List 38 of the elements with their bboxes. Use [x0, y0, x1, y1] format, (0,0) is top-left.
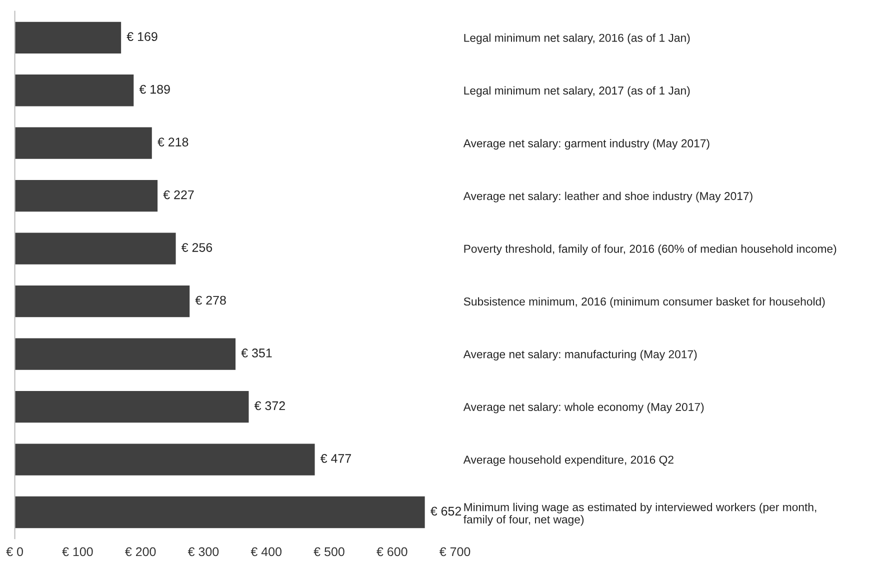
x-tick-label: € 500	[314, 547, 344, 556]
data-label: € 372	[254, 401, 285, 410]
x-tick-label: € 200	[125, 547, 156, 556]
data-label: € 189	[139, 84, 170, 94]
bar	[14, 444, 315, 476]
bar	[14, 127, 152, 159]
data-label: € 278	[195, 296, 226, 305]
x-tick-label: € 100	[62, 547, 93, 556]
bar	[14, 74, 134, 106]
x-tick-label: € 0	[6, 547, 23, 556]
y-tick-label: Average net salary: manufacturing (May 2017)	[463, 350, 697, 361]
y-tick-label: Subsistence minimum, 2016 (minimum consumer basket for household)	[464, 297, 825, 308]
data-label: € 227	[163, 190, 194, 200]
data-label: € 169	[126, 32, 158, 41]
bar	[14, 180, 158, 212]
y-tick-label: Average net salary: leather and shoe industry (May 2017)	[463, 192, 752, 202]
bar	[14, 390, 249, 423]
y-tick-label: Average net salary: whole economy (May 2017)	[463, 402, 704, 414]
y-tick-label: Legal minimum net salary, 2017 (as of 1 Jan)	[464, 86, 690, 97]
bar	[14, 22, 122, 54]
x-tick-label: € 300	[188, 547, 219, 556]
bar	[14, 496, 425, 528]
data-label: € 477	[320, 454, 351, 463]
x-tick-label: € 700	[439, 547, 470, 556]
data-label: € 256	[181, 243, 212, 252]
x-tick-label: € 400	[250, 547, 282, 556]
x-tick-label: € 600	[376, 547, 408, 556]
y-tick-label: Average household expenditure, 2016 Q2	[463, 455, 674, 466]
y-tick-label: Poverty threshold, family of four, 2016 (60% of median household income)	[464, 244, 836, 256]
bar	[14, 338, 236, 370]
y-tick-label: Average net salary: garment industry (May 2017)	[463, 138, 710, 150]
data-label: € 218	[158, 138, 188, 146]
bar	[14, 232, 176, 264]
y-tick-label: Minimum living wage as estimated by interviewed workers (per month, family of four, net wage)	[464, 502, 816, 526]
bar	[14, 285, 190, 318]
y-tick-label: Legal minimum net salary, 2016 (as of 1 Jan)	[464, 34, 690, 44]
data-label: € 351	[241, 348, 272, 358]
data-label: € 652	[430, 506, 462, 516]
